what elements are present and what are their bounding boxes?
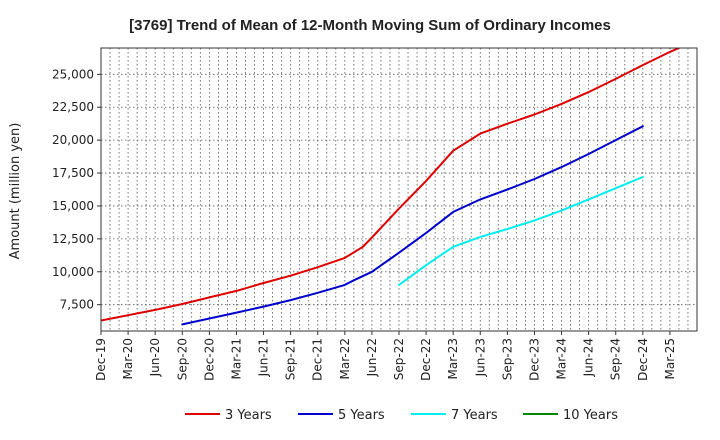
x-tick-label: Dec-20 — [202, 338, 216, 381]
x-tick-label: Sep-21 — [284, 338, 298, 380]
chart-title: [3769] Trend of Mean of 12-Month Moving … — [129, 17, 611, 34]
series-lines — [101, 48, 680, 326]
x-axis-ticks: Dec-19 Mar-20 Jun-20 Sep-20 Dec-20 Mar-21 Jun-… — [94, 331, 677, 381]
x-tick-label: Jun-23 — [473, 338, 487, 377]
legend: 3 Years 5 Years 7 Years 10 Years — [185, 408, 618, 423]
x-tick-label: Mar-25 — [663, 338, 677, 379]
x-tick-label: Mar-20 — [121, 338, 135, 379]
x-tick-label: Mar-23 — [446, 338, 460, 379]
y-tick-label: 15,000 — [52, 199, 94, 213]
y-tick-label: 10,000 — [52, 265, 94, 279]
legend-label-3-years: 3 Years — [225, 408, 272, 423]
y-tick-label: 22,500 — [52, 100, 94, 114]
x-tick-label: Jun-24 — [582, 338, 596, 377]
legend-label-7-years: 7 Years — [451, 408, 498, 423]
x-tick-label: Jun-22 — [365, 338, 379, 377]
y-tick-label: 17,500 — [52, 166, 94, 180]
y-tick-label: 7,500 — [60, 298, 94, 312]
y-tick-label: 20,000 — [52, 133, 94, 147]
y-tick-label: 12,500 — [52, 232, 94, 246]
legend-label-10-years: 10 Years — [563, 408, 618, 423]
y-axis-ticks: 7,500 10,000 12,500 15,000 17,500 20,000 22,50… — [52, 67, 101, 312]
x-tick-label: Jun-21 — [257, 338, 271, 377]
x-tick-label: Dec-23 — [527, 338, 541, 381]
x-tick-label: Dec-21 — [311, 338, 325, 381]
x-tick-label: Sep-22 — [392, 338, 406, 380]
legend-label-5-years: 5 Years — [338, 408, 385, 423]
series-line-7-years — [398, 176, 644, 286]
x-tick-label: Sep-24 — [609, 338, 623, 380]
y-tick-label: 25,000 — [52, 67, 94, 81]
x-tick-label: Mar-22 — [338, 338, 352, 379]
series-line-5-years — [181, 125, 644, 326]
x-tick-label: Jun-20 — [148, 338, 162, 377]
x-tick-label: Dec-24 — [636, 338, 650, 381]
x-tick-label: Mar-21 — [229, 338, 243, 379]
grid — [101, 48, 697, 331]
series-line-3-years — [101, 48, 680, 322]
x-tick-label: Mar-24 — [555, 338, 569, 379]
y-axis-label: Amount (million yen) — [8, 123, 23, 260]
x-tick-label: Dec-19 — [94, 338, 108, 381]
x-tick-label: Sep-20 — [175, 338, 189, 380]
x-tick-label: Dec-22 — [419, 338, 433, 381]
x-tick-label: Sep-23 — [500, 338, 514, 380]
